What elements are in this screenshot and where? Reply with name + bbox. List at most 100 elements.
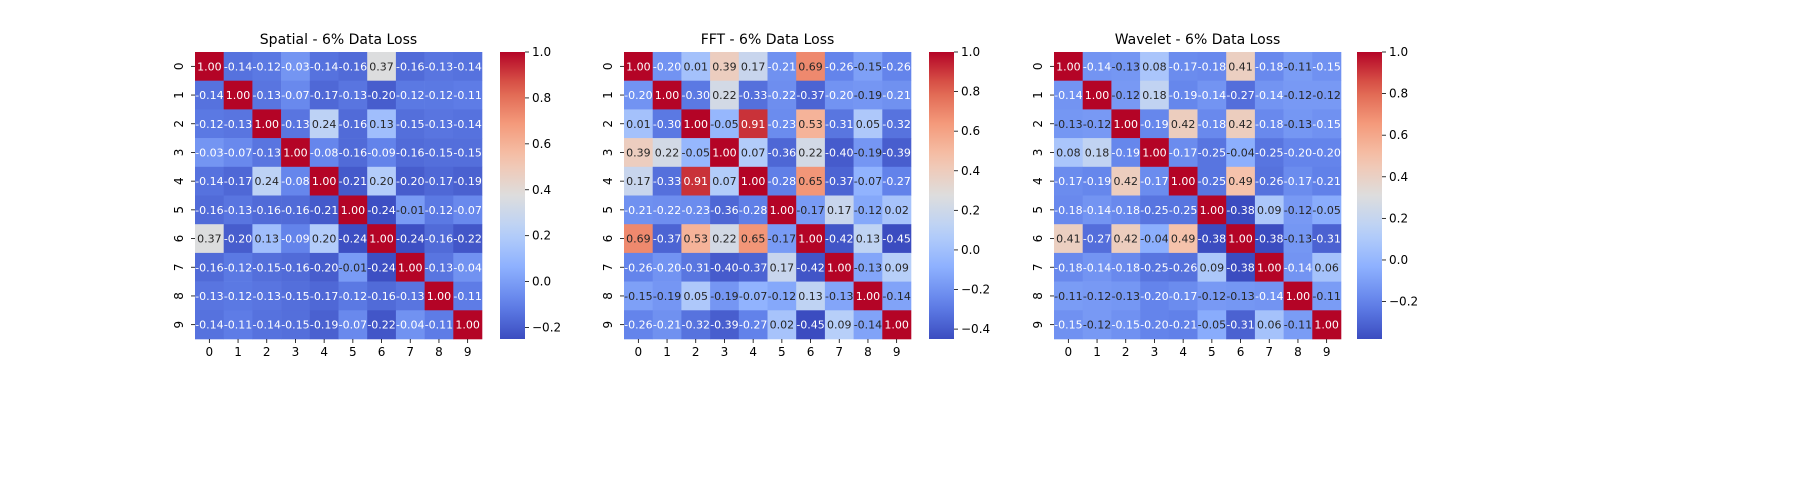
y-tick-label: 5 (1031, 206, 1045, 214)
x-tick-label: 6 (1237, 345, 1245, 359)
cell-value-label: 1.00 (369, 233, 394, 246)
y-tick-label: 2 (172, 120, 186, 128)
cell-value-label: -0.17 (796, 204, 824, 217)
cell-value-label: -0.22 (768, 89, 796, 102)
heatmap-cell (652, 252, 682, 282)
heatmap-cell (367, 52, 397, 81)
heatmap-cell (424, 166, 454, 196)
cell-value-label: 0.41 (1228, 60, 1253, 73)
heatmap-cell (1312, 224, 1342, 254)
heatmap-cell (1226, 252, 1256, 282)
heatmap-cell (223, 166, 253, 196)
heatmap-cell (1283, 195, 1313, 225)
heatmap-cell (681, 224, 711, 254)
heatmap-cell (338, 310, 368, 340)
x-tick-label: 9 (1323, 345, 1331, 359)
heatmap-cell (624, 80, 653, 110)
cell-value-label: -0.13 (854, 261, 882, 274)
cell-value-label: -0.42 (825, 233, 853, 246)
heatmap-cell (223, 281, 253, 311)
colorbar-tick-label: 0.4 (1389, 170, 1408, 184)
heatmap-cell (1283, 166, 1313, 196)
cell-value-label: 1.00 (741, 175, 766, 188)
heatmap-cell (281, 109, 311, 139)
cell-value-label: -0.22 (453, 233, 481, 246)
colorbar-tick-label: −0.4 (961, 322, 990, 336)
colorbar (500, 52, 525, 339)
heatmap-cell (395, 310, 425, 340)
x-tick-label: 4 (320, 345, 328, 359)
cell-value-label: 0.24 (255, 175, 280, 188)
heatmap-cell (767, 310, 797, 340)
heatmap-cell (1082, 281, 1112, 311)
cell-value-label: 1.00 (283, 146, 308, 159)
heatmap-cell (738, 52, 768, 81)
cell-value-label: -0.12 (425, 204, 453, 217)
heatmap-cell (1312, 252, 1342, 282)
heatmap-cell (1283, 138, 1313, 168)
heatmap-cell (738, 224, 768, 254)
heatmap-cell (453, 80, 483, 110)
cell-value-label: -0.15 (253, 261, 281, 274)
cell-value-label: -0.17 (1054, 175, 1082, 188)
heatmap-cell (281, 80, 311, 110)
heatmap-cell (796, 224, 826, 254)
heatmap-cell (367, 195, 397, 225)
cell-value-label: -0.12 (1083, 118, 1111, 131)
colorbar-tick-label: 0.4 (532, 183, 551, 197)
cell-value-label: -0.26 (1255, 175, 1283, 188)
heatmap-cell (738, 310, 768, 340)
cell-value-label: -0.20 (396, 175, 424, 188)
heatmap-cell (1197, 224, 1227, 254)
heatmap-cell (338, 52, 368, 81)
heatmap-cell (1168, 310, 1198, 340)
heatmap-cell (681, 138, 711, 168)
colorbar-tick-label: 0.4 (961, 164, 980, 178)
heatmap-cell (309, 281, 339, 311)
heatmap-cell (395, 195, 425, 225)
cell-value-label: -0.16 (281, 261, 309, 274)
heatmap-cell (195, 224, 224, 254)
heatmap-cell (1082, 109, 1112, 139)
cell-value-label: 0.13 (798, 290, 823, 303)
y-tick-label: 3 (172, 149, 186, 157)
heatmap-cell (824, 109, 854, 139)
cell-value-label: -0.15 (396, 118, 424, 131)
heatmap-cell (1312, 310, 1342, 340)
colorbar-tick-label: −0.2 (1389, 295, 1418, 309)
cell-value-label: 0.42 (1228, 118, 1253, 131)
heatmap-cell (1283, 224, 1313, 254)
x-tick-label: 6 (378, 345, 386, 359)
cell-value-label: -0.30 (682, 89, 710, 102)
cell-value-label: -0.18 (1255, 60, 1283, 73)
heatmap-cell (338, 252, 368, 282)
heatmap-cell (1283, 52, 1313, 81)
cell-value-label: 1.00 (1114, 118, 1139, 131)
heatmap-cell (338, 224, 368, 254)
x-tick-label: 7 (835, 345, 843, 359)
heatmap-cell (681, 195, 711, 225)
cell-value-label: -0.15 (1312, 60, 1340, 73)
cell-value-label: 0.42 (1171, 118, 1196, 131)
cell-value-label: 0.42 (1114, 233, 1139, 246)
cell-value-label: 1.00 (1171, 175, 1196, 188)
cell-value-label: 0.53 (798, 118, 823, 131)
heatmap-cell (652, 109, 682, 139)
colorbar-tick-label: 1.0 (1389, 45, 1408, 59)
heatmap-cell (853, 252, 883, 282)
heatmap-cell (767, 52, 797, 81)
y-tick-label: 5 (601, 206, 615, 214)
cell-value-label: -0.39 (882, 146, 910, 159)
cell-value-label: -0.07 (854, 175, 882, 188)
heatmap-cell (1054, 52, 1083, 81)
cell-value-label: -0.15 (425, 146, 453, 159)
heatmap-cell (195, 195, 224, 225)
colorbar-tick-label: 0.0 (1389, 253, 1408, 267)
cell-value-label: -0.05 (1198, 319, 1226, 332)
x-tick-label: 2 (263, 345, 271, 359)
cell-value-label: -0.19 (710, 290, 738, 303)
cell-value-label: 1.00 (655, 89, 680, 102)
heatmap-cell (1168, 138, 1198, 168)
cell-value-label: 1.00 (226, 89, 251, 102)
